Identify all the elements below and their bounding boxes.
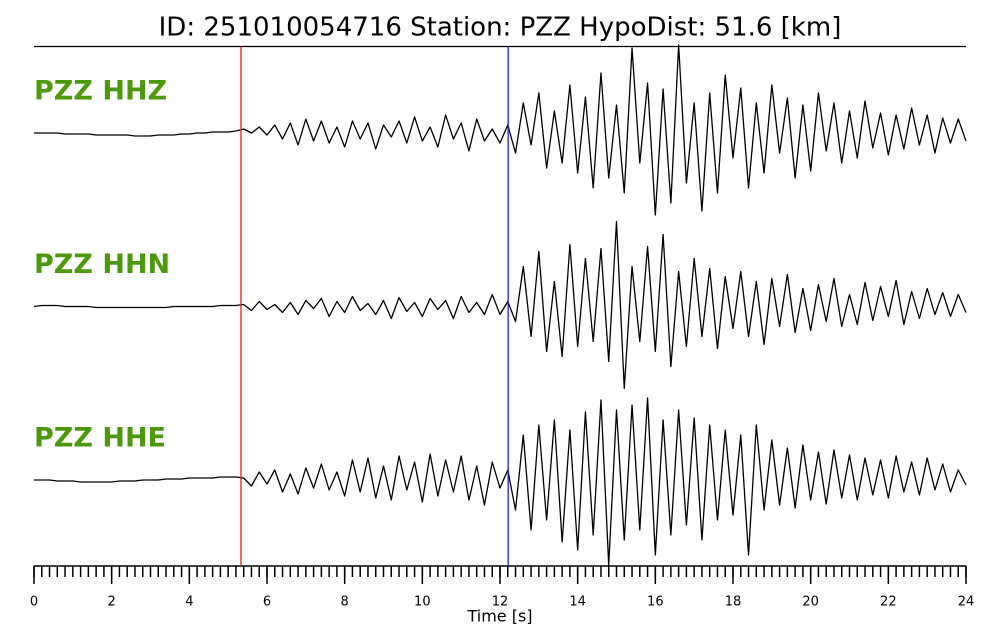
chart-title: ID: 251010054716 Station: PZZ HypoDist: … <box>159 13 842 43</box>
x-tick-label: 24 <box>958 595 975 610</box>
x-tick-label: 10 <box>414 595 431 610</box>
x-tick-label: 16 <box>647 595 664 610</box>
trace-label: PZZ HHE <box>34 423 166 454</box>
x-tick-label: 8 <box>341 595 349 610</box>
waveform <box>34 44 967 216</box>
trace-label: PZZ HHZ <box>34 76 167 107</box>
x-axis-label: Time [s] <box>466 607 532 626</box>
trace-label: PZZ HHN <box>34 249 170 280</box>
x-tick-label: 6 <box>263 595 271 610</box>
x-tick-label: 22 <box>880 595 897 610</box>
x-tick-label: 2 <box>108 595 116 610</box>
x-tick-label: 0 <box>30 595 38 610</box>
x-tick-label: 12 <box>492 595 509 610</box>
x-tick-label: 14 <box>569 595 586 610</box>
x-tick-label: 18 <box>725 595 742 610</box>
waveform <box>33 220 967 390</box>
x-tick-label: 4 <box>185 595 193 610</box>
waveform <box>34 397 967 566</box>
x-tick-label: 20 <box>802 595 819 610</box>
